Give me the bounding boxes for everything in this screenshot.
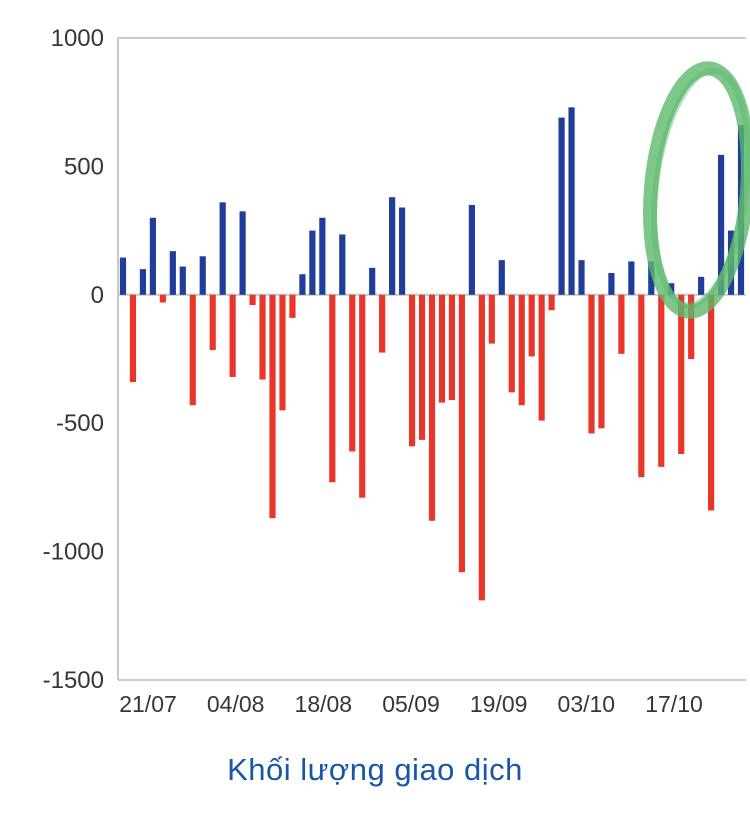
volume-bar-negative	[598, 294, 605, 429]
volume-bar-negative	[458, 294, 465, 573]
volume-bar-positive	[239, 211, 246, 295]
y-tick-label: 500	[64, 153, 104, 180]
y-tick-label: 0	[91, 282, 104, 309]
volume-bar-positive	[149, 217, 156, 295]
volume-bar-negative	[708, 294, 715, 511]
volume-bar-negative	[209, 294, 216, 351]
volume-bar-positive	[608, 272, 615, 295]
volume-bar-positive	[568, 107, 575, 295]
volume-bar-negative	[329, 294, 336, 483]
volume-bar-positive	[717, 154, 725, 295]
chart-title: Khối lượng giao dịch	[227, 752, 523, 787]
volume-bar-negative	[289, 294, 296, 318]
volume-bar-negative	[638, 294, 645, 478]
x-tick-label: 03/10	[558, 691, 616, 717]
volume-bar-negative	[418, 294, 426, 440]
volume-bar-positive	[628, 261, 635, 295]
volume-bar-negative	[658, 294, 665, 467]
volume-bar-negative	[129, 294, 137, 383]
volume-bar-positive	[468, 204, 475, 295]
volume-bar-positive	[648, 261, 655, 295]
volume-bar-negative	[448, 294, 456, 401]
volume-bar-positive	[139, 269, 147, 295]
x-tick-label: 04/08	[207, 691, 265, 717]
volume-bar-negative	[379, 294, 386, 353]
volume-bar-negative	[428, 294, 436, 521]
y-tick-label: -500	[56, 410, 104, 437]
volume-bar-positive	[369, 267, 376, 295]
volume-bar-negative	[229, 294, 236, 377]
volume-bar-positive	[578, 260, 585, 295]
volume-bar-positive	[339, 234, 346, 295]
x-tick-label: 18/08	[295, 691, 353, 717]
volume-bar-positive	[558, 117, 565, 295]
volume-bar-positive	[698, 276, 705, 295]
volume-bar-positive	[169, 251, 176, 295]
volume-bar-negative	[518, 294, 525, 406]
volume-bar-negative	[279, 294, 286, 411]
volume-bar-negative	[438, 294, 446, 403]
volume-bar-negative	[588, 294, 595, 434]
volume-bar-negative	[159, 294, 166, 303]
volume-bar-positive	[399, 207, 406, 295]
x-tick-label: 21/07	[119, 691, 177, 717]
volume-bar-positive	[498, 260, 505, 295]
volume-bar-positive	[119, 257, 127, 295]
volume-bar-positive	[299, 274, 306, 295]
volume-bar-negative	[538, 294, 545, 421]
y-tick-label: -1500	[43, 667, 104, 694]
volume-bar-negative	[618, 294, 625, 354]
volume-bar-negative	[488, 294, 495, 344]
volume-bar-positive	[309, 230, 316, 295]
x-tick-label: 05/09	[382, 691, 440, 717]
volume-bar-negative	[349, 294, 356, 452]
volume-bar-negative	[269, 294, 276, 519]
volume-bar-negative	[688, 294, 695, 359]
volume-bar-positive	[179, 266, 186, 295]
y-tick-label: -1000	[43, 539, 104, 566]
volume-bar-negative	[259, 294, 266, 380]
volume-bar-positive	[319, 217, 326, 295]
volume-bar-negative	[408, 294, 416, 447]
volume-bar-positive	[219, 202, 226, 295]
volume-bar-negative	[359, 294, 366, 498]
highlight-annotation-inner-stroke	[651, 67, 750, 309]
volume-bar-negative	[478, 294, 485, 601]
volume-bar-negative	[678, 294, 685, 455]
volume-bar-negative	[528, 294, 535, 357]
volume-bar-negative	[249, 294, 256, 306]
y-tick-label: 1000	[51, 25, 104, 52]
volume-bar-negative	[548, 294, 555, 311]
volume-bar-positive	[389, 197, 396, 295]
highlight-annotation	[643, 61, 750, 319]
volume-bar-negative	[189, 294, 196, 406]
x-tick-label: 19/09	[470, 691, 528, 717]
volume-bar-negative	[508, 294, 515, 393]
volume-bar-positive	[199, 256, 206, 295]
x-tick-label: 17/10	[645, 691, 703, 717]
